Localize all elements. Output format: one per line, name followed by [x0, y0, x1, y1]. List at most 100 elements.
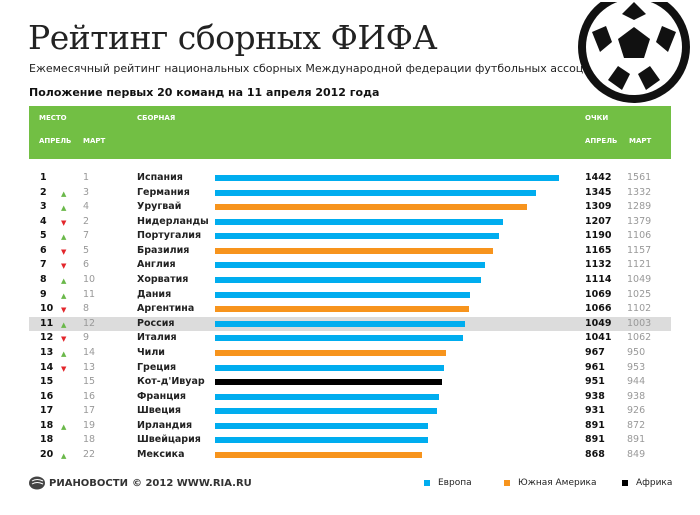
rank-april: 5 — [40, 230, 47, 242]
points-april: 938 — [585, 390, 605, 402]
rank-april: 11 — [40, 317, 54, 329]
rank-april: 6 — [40, 244, 47, 256]
points-march: 938 — [627, 390, 646, 402]
points-april: 1207 — [585, 215, 612, 227]
bar — [215, 233, 499, 240]
points-april: 951 — [585, 376, 605, 388]
rank-april: 15 — [40, 376, 54, 388]
points-april: 868 — [585, 449, 605, 461]
team-name: Италия — [137, 332, 177, 344]
football-icon — [578, 2, 690, 103]
ria-logo-icon — [29, 476, 45, 490]
rank-april: 3 — [40, 201, 47, 213]
rank-april: 4 — [40, 215, 47, 227]
bar — [215, 204, 528, 211]
team-name: Португалия — [137, 230, 202, 242]
rank-march: 4 — [83, 201, 90, 213]
rank-april: 18 — [40, 419, 54, 431]
points-april: 1132 — [585, 259, 612, 271]
bar — [215, 408, 438, 415]
header-team: СБОРНАЯ — [137, 114, 176, 122]
bar — [215, 291, 471, 298]
rank-april: 16 — [40, 390, 54, 402]
points-april: 1345 — [585, 186, 612, 198]
arrow-up-icon: ▲ — [61, 320, 67, 329]
rank-april: 8 — [40, 274, 47, 286]
table-row: 3 ▲ 4 Уругвай 1309 1289 — [29, 200, 671, 214]
arrow-up-icon: ▲ — [61, 189, 67, 198]
arrow-down-icon: ▼ — [61, 247, 67, 256]
page-title: Рейтинг сборных ФИФА — [28, 18, 438, 57]
bar — [215, 277, 481, 284]
bar — [215, 393, 439, 400]
bar — [215, 422, 428, 429]
points-march: 1379 — [627, 215, 652, 227]
arrow-up-icon: ▲ — [61, 349, 67, 358]
footer: РИАНОВОСТИ © 2012 WWW.RIA.RU — [29, 476, 252, 490]
legend-swatch — [622, 480, 628, 486]
points-march: 1025 — [627, 288, 652, 300]
rank-april: 12 — [40, 332, 54, 344]
header-points: ОЧКИ — [585, 114, 609, 122]
table-row: 17 17 Швеция 931 926 — [29, 404, 671, 418]
rank-march: 1 — [83, 172, 90, 183]
bar — [215, 379, 442, 386]
points-march: 1332 — [627, 186, 652, 198]
rank-march: 22 — [83, 449, 96, 461]
points-april: 1114 — [585, 274, 612, 286]
subtitle: Ежемесячный рейтинг национальных сборных… — [29, 62, 619, 75]
team-name: Дания — [137, 288, 172, 300]
header-points-april: АПРЕЛЬ — [585, 137, 618, 145]
rank-march: 16 — [83, 390, 96, 402]
rank-march: 18 — [83, 434, 96, 446]
points-april: 1049 — [585, 317, 612, 329]
legend-africa: Африка — [622, 478, 672, 488]
team-name: Уругвай — [137, 201, 182, 213]
team-name: Мексика — [137, 449, 185, 461]
table-row: 4 ▼ 2 Нидерланды 1207 1379 — [29, 215, 671, 229]
rank-march: 8 — [83, 303, 90, 315]
rank-april: 1 — [40, 172, 47, 183]
points-march: 1157 — [627, 244, 652, 256]
rank-april: 2 — [40, 186, 47, 198]
header-points-march: МАРТ — [629, 137, 652, 145]
points-march: 1102 — [627, 303, 652, 315]
table-row: 11 ▲ 12 Россия 1049 1003 — [29, 316, 671, 331]
rank-march: 2 — [83, 215, 90, 227]
points-april: 967 — [585, 346, 605, 358]
points-march: 1003 — [627, 317, 652, 329]
team-name: Аргентина — [137, 303, 195, 315]
rank-march: 11 — [83, 288, 96, 300]
team-name: Франция — [137, 390, 186, 402]
team-name: Греция — [137, 361, 177, 373]
rank-march: 5 — [83, 244, 90, 256]
bar — [215, 306, 470, 313]
footer-brand: РИАНОВОСТИ — [49, 477, 128, 489]
rank-april: 9 — [40, 288, 47, 300]
rank-april: 17 — [40, 405, 54, 417]
legend-swatch — [424, 480, 430, 486]
team-name: Кот-д'Ивуар — [137, 376, 205, 388]
rank-march: 12 — [83, 317, 96, 329]
points-march: 926 — [627, 405, 646, 417]
bar — [215, 349, 446, 356]
rank-april: 10 — [40, 303, 54, 315]
bar — [215, 320, 466, 327]
team-name: Ирландия — [137, 419, 193, 431]
header-april: АПРЕЛЬ — [39, 137, 72, 145]
points-march: 1289 — [627, 201, 652, 213]
points-march: 953 — [627, 361, 646, 373]
rank-april: 7 — [40, 259, 47, 271]
bar — [215, 218, 503, 225]
arrow-down-icon: ▼ — [61, 218, 67, 227]
table-row: 7 ▼ 6 Англия 1132 1121 — [29, 258, 671, 272]
legend-label: Южная Америка — [518, 478, 597, 488]
legend-label: Европа — [438, 478, 472, 488]
arrow-up-icon: ▲ — [61, 291, 67, 300]
team-name: Англия — [137, 259, 176, 271]
rank-april: 14 — [40, 361, 54, 373]
legend-swatch — [504, 480, 510, 486]
points-march: 891 — [627, 434, 646, 446]
legend-south-america: Южная Америка — [504, 478, 597, 488]
table-row: 6 ▼ 5 Бразилия 1165 1157 — [29, 244, 671, 258]
